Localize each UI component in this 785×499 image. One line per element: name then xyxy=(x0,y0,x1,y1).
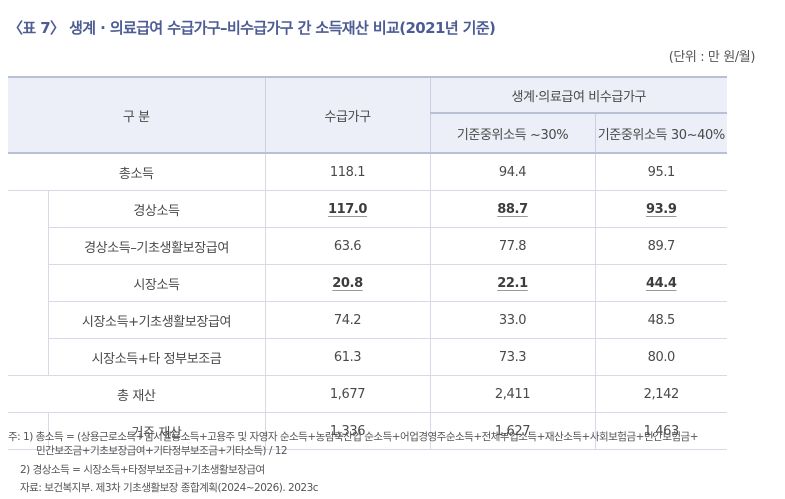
cell-recipient: 61.3 xyxy=(265,338,431,376)
cell-recipient: 1,336 xyxy=(265,412,431,450)
cell-recipient: 118.1 xyxy=(265,153,431,191)
indent-spacer xyxy=(8,412,49,450)
header-median-30: 기준중위소득 ~30% xyxy=(430,113,596,154)
table-row: 경상소득–기초생활보장급여 63.6 77.8 89.7 xyxy=(8,227,728,265)
cell-recipient: 74.2 xyxy=(265,301,431,339)
cell-nr-30-40: 80.0 xyxy=(595,338,728,376)
header-recipient: 수급가구 xyxy=(265,76,431,154)
cell-nr-30-40: 2,142 xyxy=(595,375,728,413)
cell-nr-30-40: 1,463 xyxy=(595,412,728,450)
table-title: 〈표 7〉 생계 · 의료급여 수급가구–비수급가구 간 소득재산 비교(202… xyxy=(8,19,496,37)
cell-nr-30: 1,627 xyxy=(430,412,596,450)
row-label: 시장소득+기초생활보장급여 xyxy=(48,301,266,339)
cell-nr-30-40: 89.7 xyxy=(595,227,728,265)
table-row: 시장소득 20.8 22.1 44.4 xyxy=(8,264,728,302)
table-notes: 주: 1) 총소득 = (상용근로소득+임시일용소득+고용주 및 자영자 순소득… xyxy=(8,430,778,495)
note-1-line-1: 주: 1) 총소득 = (상용근로소득+임시일용소득+고용주 및 자영자 순소득… xyxy=(8,431,699,443)
row-label: 총 재산 xyxy=(8,375,266,413)
note-1-line-2: 민간보조금+기초보장급여+기타정부보조금+기타소득) / 12 xyxy=(36,445,288,457)
row-label: 거주 재산 xyxy=(48,412,266,450)
cell-nr-30: 22.1 xyxy=(497,275,528,291)
cell-nr-30: 73.3 xyxy=(430,338,596,376)
note-2: 2) 경상소득 = 시장소득+타정부보조금+기초생활보장급여 xyxy=(20,464,265,476)
table-row: 총소득 118.1 94.4 95.1 xyxy=(8,153,728,191)
table-row: 시장소득+타 정부보조금 61.3 73.3 80.0 xyxy=(8,338,728,376)
unit-label: (단위 : 만 원/월) xyxy=(668,50,756,65)
cell-recipient: 20.8 xyxy=(332,275,363,291)
cell-nr-30-40: 44.4 xyxy=(646,275,677,291)
header-category: 구 분 xyxy=(8,76,266,154)
cell-recipient: 63.6 xyxy=(265,227,431,265)
row-label: 시장소득+타 정부보조금 xyxy=(48,338,266,376)
row-label: 경상소득 xyxy=(48,190,266,228)
cell-nr-30-40: 95.1 xyxy=(595,153,728,191)
income-asset-comparison-table: 구 분 수급가구 생계·의료급여 비수급가구 기준중위소득 ~30% 기준중위소… xyxy=(8,76,728,450)
table-row: 거주 재산 1,336 1,627 1,463 xyxy=(8,412,728,450)
header-non-recipient-group: 생계·의료급여 비수급가구 xyxy=(430,76,728,114)
cell-recipient: 1,677 xyxy=(265,375,431,413)
row-label: 경상소득–기초생활보장급여 xyxy=(48,227,266,265)
table-row: 총 재산 1,677 2,411 2,142 xyxy=(8,375,728,413)
indent-spacer xyxy=(8,190,49,376)
cell-nr-30: 33.0 xyxy=(430,301,596,339)
cell-nr-30: 88.7 xyxy=(497,201,528,217)
header-median-30-40: 기준중위소득 30~40% xyxy=(595,113,728,154)
cell-nr-30: 94.4 xyxy=(430,153,596,191)
cell-nr-30: 77.8 xyxy=(430,227,596,265)
table-row: 경상소득 117.0 88.7 93.9 xyxy=(8,190,728,376)
cell-recipient: 117.0 xyxy=(327,201,368,217)
table-row: 시장소득+기초생활보장급여 74.2 33.0 48.5 xyxy=(8,301,728,339)
cell-nr-30: 2,411 xyxy=(430,375,596,413)
row-label: 시장소득 xyxy=(48,264,266,302)
source-note: 자료: 보건복지부. 제3차 기초생활보장 종합계획(2024~2026). 2… xyxy=(20,482,319,494)
cell-nr-30-40: 93.9 xyxy=(646,201,677,217)
cell-nr-30-40: 48.5 xyxy=(595,301,728,339)
row-label: 총소득 xyxy=(8,153,266,191)
